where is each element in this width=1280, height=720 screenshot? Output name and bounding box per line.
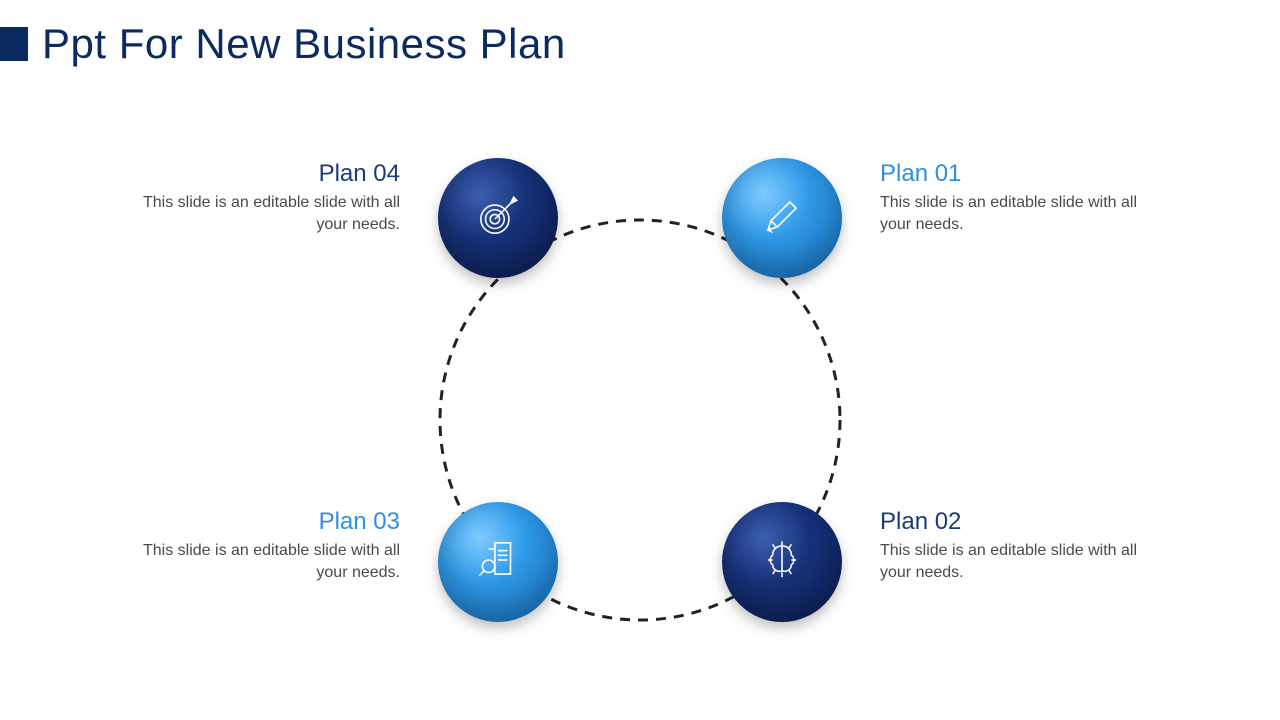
dashed-circle-path (0, 0, 1280, 720)
sphere-plan02 (722, 502, 842, 622)
plan04-desc: This slide is an editable slide with all… (120, 192, 400, 235)
plan01-desc: This slide is an editable slide with all… (880, 192, 1160, 235)
search-doc-icon (473, 535, 523, 590)
pencil-icon (757, 191, 807, 246)
plan04-title: Plan 04 (120, 160, 400, 188)
sphere-plan01 (722, 158, 842, 278)
plan03-text: Plan 03 This slide is an editable slide … (120, 508, 400, 583)
plan02-title: Plan 02 (880, 508, 1160, 536)
brain-icon (757, 535, 807, 590)
plan04-text: Plan 04 This slide is an editable slide … (120, 160, 400, 235)
plan02-text: Plan 02 This slide is an editable slide … (880, 508, 1160, 583)
plan03-desc: This slide is an editable slide with all… (120, 540, 400, 583)
plan02-desc: This slide is an editable slide with all… (880, 540, 1160, 583)
plan01-text: Plan 01 This slide is an editable slide … (880, 160, 1160, 235)
target-icon (473, 191, 523, 246)
sphere-plan04 (438, 158, 558, 278)
plan01-title: Plan 01 (880, 160, 1160, 188)
plan03-title: Plan 03 (120, 508, 400, 536)
sphere-plan03 (438, 502, 558, 622)
